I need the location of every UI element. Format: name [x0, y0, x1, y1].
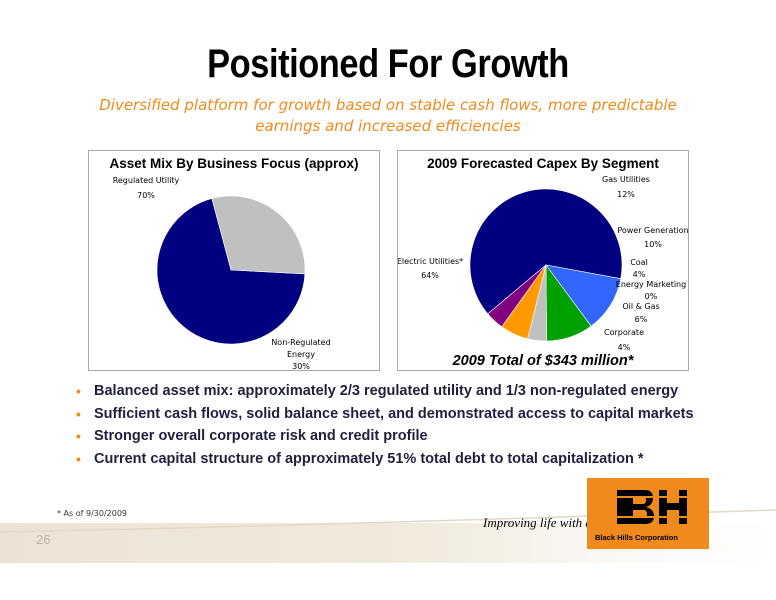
bullet-item: • Balanced asset mix: approximately 2/3 r… [76, 380, 694, 403]
pie-slice-corporate [487, 264, 547, 328]
asset-mix-pie-svg: Asset Mix By Business Focus (approx) Reg… [109, 156, 358, 370]
value-oil-gas: 6% [635, 315, 648, 324]
value-power-generation: 10% [644, 240, 662, 249]
capex-chart: 2009 Forecasted Capex By Segment Gas Uti… [397, 150, 689, 371]
subtitle-line-1: Diversified platform for growth based on… [99, 96, 677, 114]
value-corporate: 4% [618, 343, 631, 352]
pie-slice-non-regulated-energy [211, 195, 306, 275]
value-energy-marketing: 0% [645, 292, 658, 301]
bullet-dot-icon: • [76, 405, 81, 422]
bullet-item: • Stronger overall corporate risk and cre… [76, 425, 694, 448]
slide-title: Positioned For Growth [207, 42, 569, 86]
pie-slice-electric-utilities [469, 188, 623, 315]
capex-title: 2009 Forecasted Capex By Segment [427, 156, 659, 171]
subtitle-line-2: earnings and increased efficiencies [255, 117, 521, 135]
page-number: 26 [36, 532, 51, 547]
value-coal: 4% [633, 270, 646, 279]
bh-logo-icon [611, 490, 693, 524]
label-power-generation: Power Generation [617, 226, 688, 235]
bullet-item: • Current capital structure of approximat… [76, 448, 694, 471]
label-energy-marketing: Energy Marketing [616, 280, 686, 289]
label-gas-utilities: Gas Utilities [602, 175, 650, 184]
label-regulated-utility: Regulated Utility [113, 176, 180, 185]
bullet-text: Current capital structure of approximate… [94, 450, 644, 467]
bullet-dot-icon: • [76, 450, 81, 467]
pie-slice-regulated-utility [156, 198, 306, 345]
asset-mix-title: Asset Mix By Business Focus (approx) [109, 156, 358, 171]
value-electric-utilities: 64% [421, 271, 439, 280]
label-coal: Coal [630, 258, 648, 267]
label-non-regulated-line1: Non-Regulated [271, 338, 330, 347]
label-oil-gas: Oil & Gas [622, 302, 659, 311]
bullet-dot-icon: • [76, 383, 81, 399]
label-non-regulated-line2: Energy [287, 350, 315, 359]
capex-total-note: 2009 Total of $343 million* [452, 353, 635, 369]
bullet-text: Stronger overall corporate risk and cred… [94, 428, 428, 444]
asset-mix-chart: Asset Mix By Business Focus (approx) Reg… [88, 150, 380, 371]
value-regulated-utility: 70% [137, 191, 155, 200]
slide-subtitle: Diversified platform for growth based on… [90, 95, 686, 137]
bullet-list: • Balanced asset mix: approximately 2/3 r… [76, 380, 694, 470]
bullet-text: Sufficient cash flows, solid balance she… [94, 405, 694, 422]
label-electric-utilities: Electric Utilities* [398, 257, 463, 266]
value-non-regulated: 30% [292, 362, 310, 370]
bullet-item: • Sufficient cash flows, solid balance sh… [76, 403, 694, 426]
footnote: * As of 9/30/2009 [57, 509, 127, 518]
capex-pie-svg: 2009 Forecasted Capex By Segment Gas Uti… [398, 156, 688, 369]
label-corporate: Corporate [604, 328, 644, 337]
company-logo: Black Hills Corporation [587, 478, 709, 549]
bullet-dot-icon: • [76, 428, 81, 444]
company-tagline: Improving life with energy [483, 515, 621, 530]
bullet-text: Balanced asset mix: approximately 2/3 re… [94, 383, 679, 399]
company-name: Black Hills Corporation [595, 533, 678, 542]
value-gas-utilities: 12% [617, 190, 635, 199]
